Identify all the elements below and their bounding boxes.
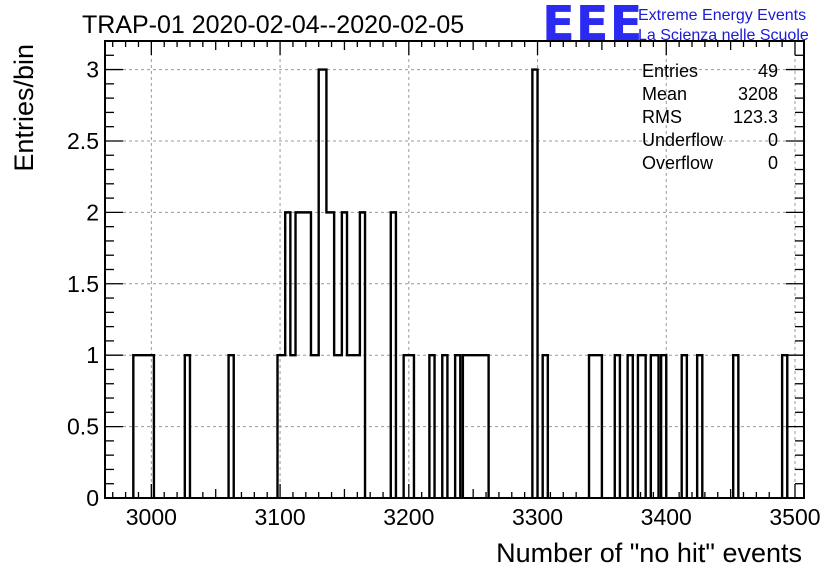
stats-value: 49 xyxy=(758,61,778,81)
histogram-bin xyxy=(391,212,396,498)
stats-box: Entries 49 Mean 3208 RMS 123.3 Underflow 0 Overf… xyxy=(642,61,778,173)
histogram-bin xyxy=(733,355,738,498)
histogram-bin xyxy=(146,355,154,498)
histogram-bin xyxy=(615,355,620,498)
histogram-bin xyxy=(661,355,666,498)
histogram-bin xyxy=(133,355,146,498)
logo-line-2: La Scienza nelle Scuole xyxy=(638,27,809,44)
histogram-bin xyxy=(319,70,327,498)
histogram-bin xyxy=(628,355,633,498)
histogram-bin xyxy=(682,355,687,498)
eee-logo: EEE Extreme Energy Events La Scienza nel… xyxy=(542,0,809,52)
histogram-bin xyxy=(589,355,602,498)
stats-value: 123.3 xyxy=(733,107,778,127)
histogram-outline xyxy=(132,68,789,498)
histogram-bin xyxy=(290,355,295,498)
x-tick-label: 3500 xyxy=(769,504,820,530)
eee-logo-mark: EEE xyxy=(542,0,643,52)
x-tick-label: 3200 xyxy=(383,504,434,530)
histogram-bin xyxy=(277,355,285,498)
histogram-bin xyxy=(442,355,447,498)
histogram-bin xyxy=(285,212,290,498)
stats-label: Entries xyxy=(642,61,698,81)
histogram-bin xyxy=(455,355,460,498)
histogram-bin xyxy=(638,355,646,498)
stats-value: 0 xyxy=(768,130,778,150)
histogram-bin xyxy=(347,355,360,498)
histogram-bin xyxy=(342,212,347,498)
histogram-bin xyxy=(543,355,548,498)
y-tick-label: 1.5 xyxy=(67,271,99,297)
histogram-bin xyxy=(429,355,434,498)
y-axis-label: Entries/bin xyxy=(9,44,39,172)
y-tick-label: 3 xyxy=(86,57,99,83)
histogram-bin xyxy=(326,212,334,498)
y-tick-label: 2.5 xyxy=(67,128,99,154)
x-axis-label: Number of "no hit" events xyxy=(496,538,802,568)
x-tick-label: 3400 xyxy=(641,504,692,530)
stats-label: Overflow xyxy=(642,153,714,173)
y-tick-label: 0 xyxy=(86,485,99,511)
stats-value: 3208 xyxy=(738,84,778,104)
y-tick-label: 0.5 xyxy=(67,414,99,440)
stats-value: 0 xyxy=(768,153,778,173)
histogram-bin xyxy=(296,212,311,498)
histogram-bin xyxy=(532,70,537,498)
histogram-bin xyxy=(311,355,319,498)
y-tick-label: 2 xyxy=(86,199,99,225)
ticks-layer xyxy=(105,40,804,499)
x-tick-label: 3300 xyxy=(512,504,563,530)
x-tick-label: 3000 xyxy=(126,504,177,530)
stats-label: Mean xyxy=(642,84,687,104)
y-tick-label: 1 xyxy=(86,342,99,368)
chart-title: TRAP-01 2020-02-04--2020-02-05 xyxy=(82,11,464,39)
tick-labels-layer: 3000 3100 3200 3300 3400 3500 0 0.5 1 1.5 2 2.5 3 xyxy=(67,57,821,530)
histogram-bin xyxy=(463,355,489,498)
histogram-bin xyxy=(651,355,659,498)
stats-label: RMS xyxy=(642,107,682,127)
stats-label: Underflow xyxy=(642,130,724,150)
histogram-bin xyxy=(185,355,190,498)
histogram-bin xyxy=(697,355,702,498)
histogram-bin xyxy=(334,355,342,498)
x-tick-label: 3100 xyxy=(254,504,305,530)
histogram-bin xyxy=(229,355,234,498)
logo-line-1: Extreme Energy Events xyxy=(638,7,806,24)
histogram-bin xyxy=(360,212,365,498)
histogram-bin xyxy=(404,355,414,498)
